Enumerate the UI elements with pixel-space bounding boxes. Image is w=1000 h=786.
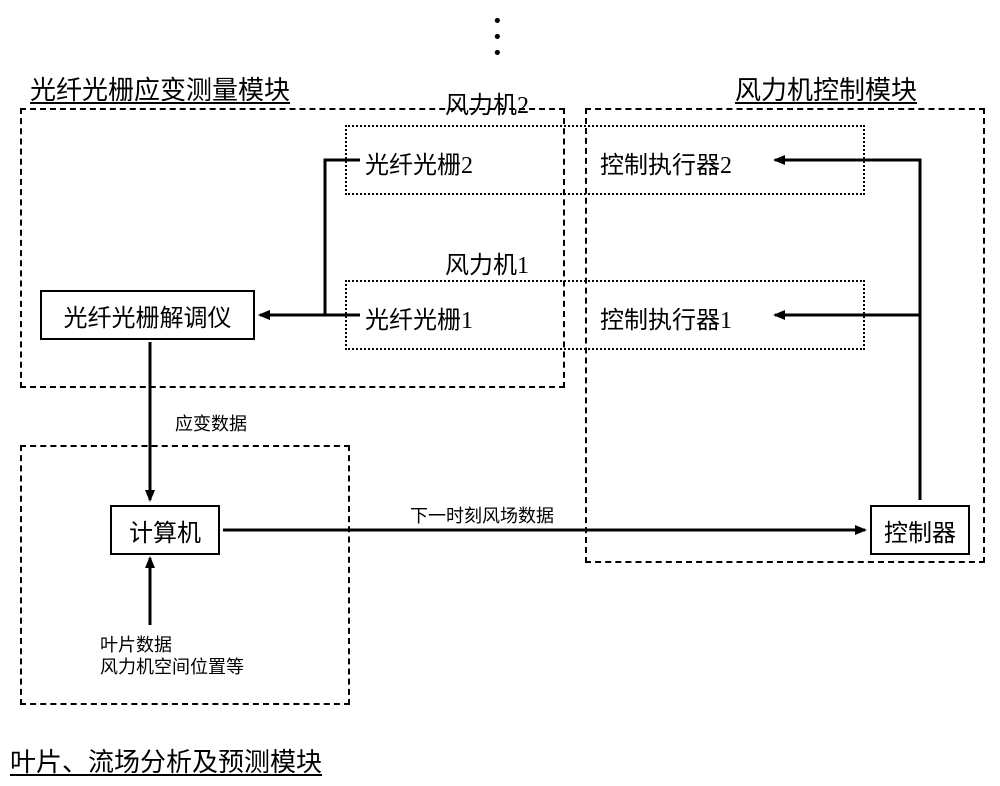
edge-strain-label: 应变数据 [175, 410, 247, 436]
computer-node: 计算机 [110, 505, 220, 555]
fbg2-node: 光纤光栅2 [365, 145, 473, 180]
edge-windfield-label: 下一时刻风场数据 [410, 502, 554, 528]
demodulator-node: 光纤光栅解调仪 [40, 290, 255, 340]
turbine1-label: 风力机1 [445, 245, 529, 280]
actuator1-node: 控制执行器1 [600, 300, 732, 335]
turbine2-label: 风力机2 [445, 85, 529, 120]
fbg1-node: 光纤光栅1 [365, 300, 473, 335]
controller-node: 控制器 [870, 505, 970, 555]
controller-text: 控制器 [884, 513, 956, 548]
actuator2-node: 控制执行器2 [600, 145, 732, 180]
module2-label: 风力机控制模块 [735, 70, 917, 107]
continuation-dots: ··· [492, 12, 503, 60]
input-data-label: 叶片数据 风力机空间位置等 [100, 635, 244, 678]
module3-label: 叶片、流场分析及预测模块 [10, 742, 322, 779]
computer-text: 计算机 [129, 513, 201, 548]
module1-label: 光纤光栅应变测量模块 [30, 70, 290, 107]
demodulator-text: 光纤光栅解调仪 [64, 298, 232, 333]
